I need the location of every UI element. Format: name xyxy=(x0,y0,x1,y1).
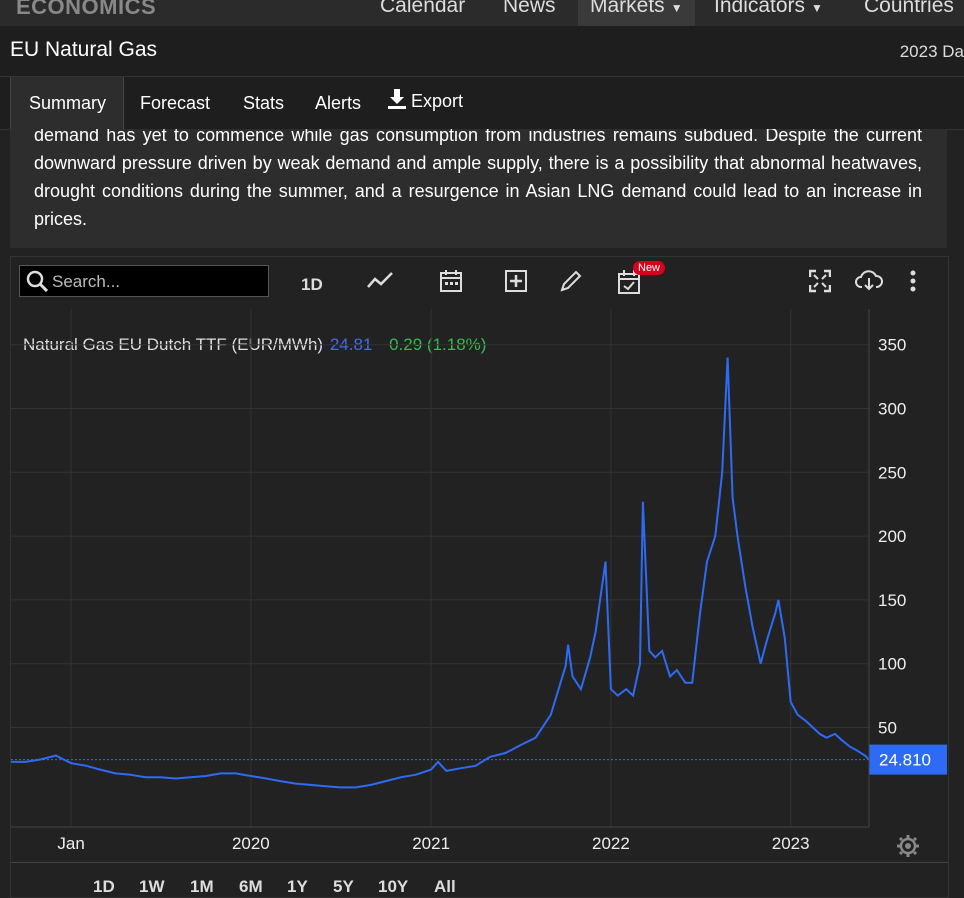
symbol-search[interactable] xyxy=(19,265,269,297)
tab-stats[interactable]: Stats xyxy=(243,93,285,113)
x-tick-label: Jan xyxy=(57,834,84,853)
y-tick-label: 50 xyxy=(878,718,897,737)
nav-markets[interactable]: Markets ▼ xyxy=(578,0,695,26)
line-chart-icon[interactable] xyxy=(367,269,393,293)
price-tag xyxy=(869,744,947,775)
calendar-check-icon[interactable] xyxy=(617,269,641,295)
nav-calendar[interactable]: Calendar xyxy=(380,0,466,17)
range-1d[interactable]: 1D xyxy=(93,877,115,896)
page-title: EU Natural Gas xyxy=(10,38,158,61)
range-1y[interactable]: 1Y xyxy=(287,877,308,896)
cloud-download-icon[interactable] xyxy=(855,269,883,293)
interval-button[interactable]: 1D xyxy=(301,275,323,294)
price-line xyxy=(11,357,870,789)
chart-grid xyxy=(11,309,869,827)
settings-icon[interactable] xyxy=(897,835,919,857)
x-tick-label: 2022 xyxy=(592,834,630,853)
y-axis-labels: 50 100 150 200 250 300 350 xyxy=(878,336,906,738)
x-axis-labels: Jan 2020 2021 2022 2023 xyxy=(57,834,809,853)
range-5y[interactable]: 5Y xyxy=(333,877,354,896)
tab-export[interactable]: Export xyxy=(388,89,463,112)
tab-summary-label: Summary xyxy=(29,93,107,113)
range-1m[interactable]: 1M xyxy=(190,877,214,896)
range-1w[interactable]: 1W xyxy=(139,877,165,896)
y-tick-label: 250 xyxy=(878,463,906,482)
y-tick-label: 300 xyxy=(878,400,906,419)
search-input[interactable] xyxy=(50,268,264,296)
range-all[interactable]: All xyxy=(434,877,456,896)
x-tick-label: 2020 xyxy=(232,834,270,853)
chart-toolbar: 1D New xyxy=(11,257,948,309)
tab-forecast[interactable]: Forecast xyxy=(140,93,211,113)
search-icon xyxy=(26,270,48,292)
add-icon[interactable] xyxy=(504,269,528,293)
y-tick-label: 350 xyxy=(878,336,906,355)
summary-text: demand has yet to commence while gas con… xyxy=(34,129,922,229)
summary-panel: demand has yet to commence while gas con… xyxy=(10,129,947,248)
price-tag-label: 24.810 xyxy=(879,751,931,770)
tab-summary[interactable]: Summary xyxy=(10,77,124,129)
range-6m[interactable]: 6M xyxy=(239,877,263,896)
nav-indicators[interactable]: Indicators ▼ xyxy=(714,0,823,18)
x-tick-label: 2023 xyxy=(772,834,810,853)
tab-export-label: Export xyxy=(411,91,464,111)
x-tick-label: 2021 xyxy=(412,834,450,853)
new-badge: New xyxy=(633,261,666,275)
nav-countries[interactable]: Countries xyxy=(864,0,954,17)
calendar-icon[interactable] xyxy=(439,269,463,293)
header-right-text[interactable]: 2023 Da xyxy=(899,42,964,61)
chevron-down-icon: ▼ xyxy=(670,1,683,15)
download-icon xyxy=(388,89,406,109)
chart-container: 1D New Natural Gas EU Dutch TTF (EUR/MWh… xyxy=(10,256,949,898)
y-tick-label: 100 xyxy=(878,655,906,674)
page-header: EU Natural Gas 2023 Da xyxy=(0,26,964,76)
price-chart[interactable]: 50 100 150 200 250 300 350 Jan 2020 2021 2022 2023… xyxy=(11,257,948,862)
site-logo[interactable]: ECONOMICS xyxy=(16,0,157,19)
range-selector: 1D 1W 1M 6M 1Y 5Y 10Y All xyxy=(11,862,948,898)
nav-indicators-label: Indicators xyxy=(714,0,806,17)
y-tick-label: 200 xyxy=(878,527,906,546)
tab-bar: Summary Forecast Stats Alerts Export xyxy=(0,76,964,130)
y-tick-label: 150 xyxy=(878,591,906,610)
more-icon[interactable] xyxy=(909,269,917,293)
top-navigation: ECONOMICS Calendar News Markets ▼ Indicat… xyxy=(0,0,964,26)
tab-alerts[interactable]: Alerts xyxy=(315,93,362,113)
nav-news[interactable]: News xyxy=(503,0,556,17)
nav-markets-label: Markets xyxy=(590,0,665,17)
fullscreen-icon[interactable] xyxy=(809,269,831,293)
pencil-icon[interactable] xyxy=(559,269,583,293)
range-10y[interactable]: 10Y xyxy=(378,877,409,896)
chevron-down-icon: ▼ xyxy=(811,1,823,15)
